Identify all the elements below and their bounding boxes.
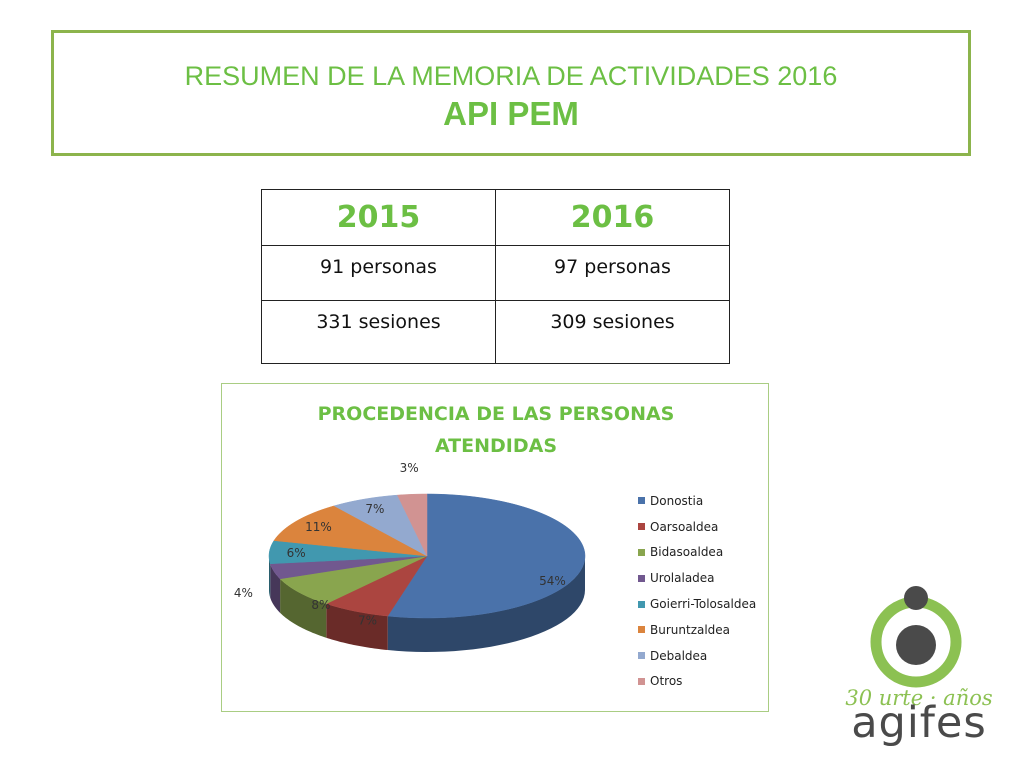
stats-header-row: 2015 2016 [261, 189, 730, 246]
logo-wordmark: agifes [851, 698, 987, 748]
title-line-1: RESUMEN DE LA MEMORIA DE ACTIVIDADES 201… [184, 61, 838, 91]
data-label-bidasoaldea: 8% [311, 598, 330, 612]
pie-data-labels: 54% 7% 8% 4% 6% 11% 7% 3% [234, 461, 566, 628]
legend-label: Oarsoaldea [650, 519, 719, 534]
legend-item-debaldea: Debaldea [638, 643, 756, 669]
pie-sides [269, 556, 585, 652]
legend-swatch [638, 652, 645, 660]
legend-item-bidasoaldea: Bidasoaldea [638, 540, 756, 566]
pie-tops [268, 493, 586, 619]
pie-slice-oarsoaldea [325, 555, 428, 617]
pie-slice-donostia [387, 493, 586, 619]
chart-legend: Donostia Oarsoaldea Bidasoaldea Urolaladea G… [638, 488, 756, 694]
stats-row-sesiones: 331 sesiones 309 sesiones [261, 300, 730, 364]
legend-item-buruntzaldea: Buruntzaldea [638, 617, 756, 643]
pie-chart-panel: PROCEDENCIA DE LAS PERSONAS ATENDIDAS 54… [221, 383, 769, 712]
legend-swatch [638, 497, 645, 505]
table-cell: 97 personas [495, 245, 730, 301]
legend-label: Urolaladea [650, 571, 715, 586]
pie-side-oarsoaldea [326, 603, 388, 651]
pie-slice-urolaladea [269, 555, 428, 580]
pie-slice-otros [397, 493, 428, 557]
pie-slice-bidasoaldea [279, 555, 428, 605]
column-header-2015: 2015 [261, 189, 496, 246]
pie-side-donostia [387, 556, 585, 652]
agifes-logo: 30 urte · años agifes [834, 582, 1004, 750]
legend-swatch [638, 548, 645, 556]
legend-label: Otros [650, 674, 683, 689]
legend-swatch [638, 523, 645, 531]
chart-title-line-1: PROCEDENCIA DE LAS PERSONAS [317, 403, 675, 425]
legend-item-donostia: Donostia [638, 488, 756, 514]
table-cell: 91 personas [261, 245, 496, 301]
data-label-urolaladea: 4% [234, 586, 253, 600]
pie-side-bidasoaldea [280, 578, 327, 638]
legend-item-urolaladea: Urolaladea [638, 565, 756, 591]
title-line-2: API PEM [443, 95, 579, 132]
stats-table: 2015 2016 91 personas 97 personas 331 se… [261, 189, 730, 364]
pie-side-urolaladea [270, 563, 281, 613]
pie-slice-buruntzaldea [273, 505, 428, 557]
title-box: RESUMEN DE LA MEMORIA DE ACTIVIDADES 201… [51, 30, 971, 156]
legend-item-otros: Otros [638, 669, 756, 695]
legend-label: Buruntzaldea [650, 622, 731, 637]
pie-side-goierri-tolosaldea [269, 556, 271, 598]
data-label-oarsoaldea: 7% [358, 614, 377, 628]
legend-item-oarsoaldea: Oarsoaldea [638, 514, 756, 540]
legend-label: Debaldea [650, 648, 708, 663]
legend-label: Bidasoaldea [650, 545, 724, 560]
table-cell: 331 sesiones [261, 300, 496, 364]
agifes-emblem-icon [870, 586, 962, 688]
legend-label: Donostia [650, 493, 704, 508]
legend-swatch [638, 574, 645, 582]
chart-title: PROCEDENCIA DE LAS PERSONAS ATENDIDAS [222, 398, 770, 462]
table-cell: 309 sesiones [495, 300, 730, 364]
chart-title-line-2: ATENDIDAS [434, 435, 558, 457]
data-label-buruntzaldea: 11% [305, 520, 332, 534]
pie-chart: 54% 7% 8% 4% 6% 11% 7% 3% [234, 461, 586, 652]
pie-slice-debaldea [333, 494, 428, 557]
legend-label: Goierri-Tolosaldea [650, 597, 757, 612]
legend-swatch [638, 626, 645, 634]
column-header-2016: 2016 [495, 189, 730, 246]
pie-slice-goierri-tolosaldea [268, 540, 428, 565]
legend-swatch [638, 677, 645, 685]
stats-row-personas: 91 personas 97 personas [261, 245, 730, 301]
data-label-goierri-tolosaldea: 6% [287, 546, 306, 560]
legend-item-goierri-tolosaldea: Goierri-Tolosaldea [638, 591, 756, 617]
legend-swatch [638, 600, 645, 608]
data-label-otros: 3% [400, 461, 419, 475]
data-label-debaldea: 7% [365, 502, 384, 516]
data-label-donostia: 54% [539, 574, 566, 588]
logo-tagline: 30 urte · años [845, 686, 993, 710]
